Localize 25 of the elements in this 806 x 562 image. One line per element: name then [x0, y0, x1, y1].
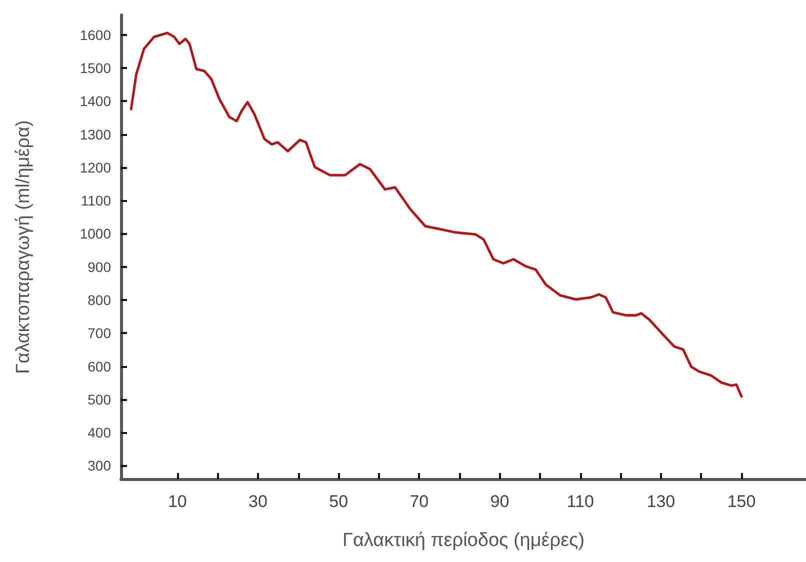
y-tick-label: 1100: [80, 192, 112, 209]
x-tick-label: 70: [410, 492, 429, 511]
y-tick-label: 500: [88, 391, 112, 408]
y-tick-label: 1500: [80, 60, 112, 76]
y-tick-label: 900: [88, 258, 112, 275]
y-tick-label: 1200: [80, 159, 112, 176]
y-tick-label: 1400: [80, 93, 112, 110]
y-tick-label: 800: [88, 292, 112, 308]
x-tick-label: 10: [168, 492, 187, 511]
y-tick-label: 1300: [80, 126, 112, 142]
y-tick-label: 1600: [80, 26, 112, 43]
x-tick-label: 130: [646, 492, 676, 511]
y-tick-label: 400: [88, 424, 112, 441]
line-series: [130, 32, 743, 398]
x-tick-label: 90: [490, 492, 510, 511]
y-axis-title: Γαλακτοπαραγωγή (ml/ημέρα): [13, 120, 34, 374]
x-tick-label: 30: [248, 492, 268, 511]
y-tick-label: 1000: [80, 226, 112, 242]
x-tick-label: 50: [329, 492, 348, 511]
x-tick-label: 150: [727, 492, 756, 511]
y-tick-label: 600: [88, 358, 112, 374]
y-tick-label: 700: [88, 325, 112, 342]
x-axis-title: Γαλακτική περίοδος (ημέρες): [342, 530, 585, 551]
x-tick-label: 110: [566, 492, 594, 511]
y-tick-label: 300: [88, 458, 112, 474]
